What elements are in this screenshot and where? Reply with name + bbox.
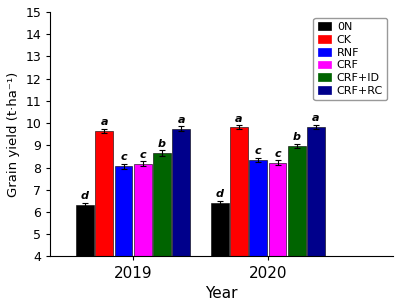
Bar: [153, 153, 171, 308]
Text: a: a: [235, 114, 243, 124]
Bar: [269, 163, 286, 308]
Text: a: a: [178, 115, 185, 125]
Bar: [172, 129, 190, 308]
Bar: [134, 164, 152, 308]
Text: d: d: [81, 191, 89, 201]
Text: c: c: [140, 150, 146, 160]
Bar: [211, 203, 229, 308]
Y-axis label: Grain yield (t·ha⁻¹): Grain yield (t·ha⁻¹): [7, 71, 20, 197]
Bar: [288, 146, 306, 308]
Bar: [307, 127, 325, 308]
Text: c: c: [255, 146, 262, 156]
Text: a: a: [312, 113, 320, 123]
Text: c: c: [274, 149, 281, 159]
Text: b: b: [158, 139, 166, 149]
Text: b: b: [293, 132, 301, 142]
Bar: [96, 131, 113, 308]
Bar: [230, 127, 248, 308]
Text: a: a: [100, 117, 108, 127]
X-axis label: Year: Year: [206, 286, 238, 301]
Bar: [115, 166, 132, 308]
Bar: [76, 205, 94, 308]
Legend: 0N, CK, RNF, CRF, CRF+ID, CRF+RC: 0N, CK, RNF, CRF, CRF+ID, CRF+RC: [314, 18, 388, 100]
Text: d: d: [216, 189, 224, 199]
Bar: [250, 160, 267, 308]
Text: c: c: [120, 152, 127, 162]
